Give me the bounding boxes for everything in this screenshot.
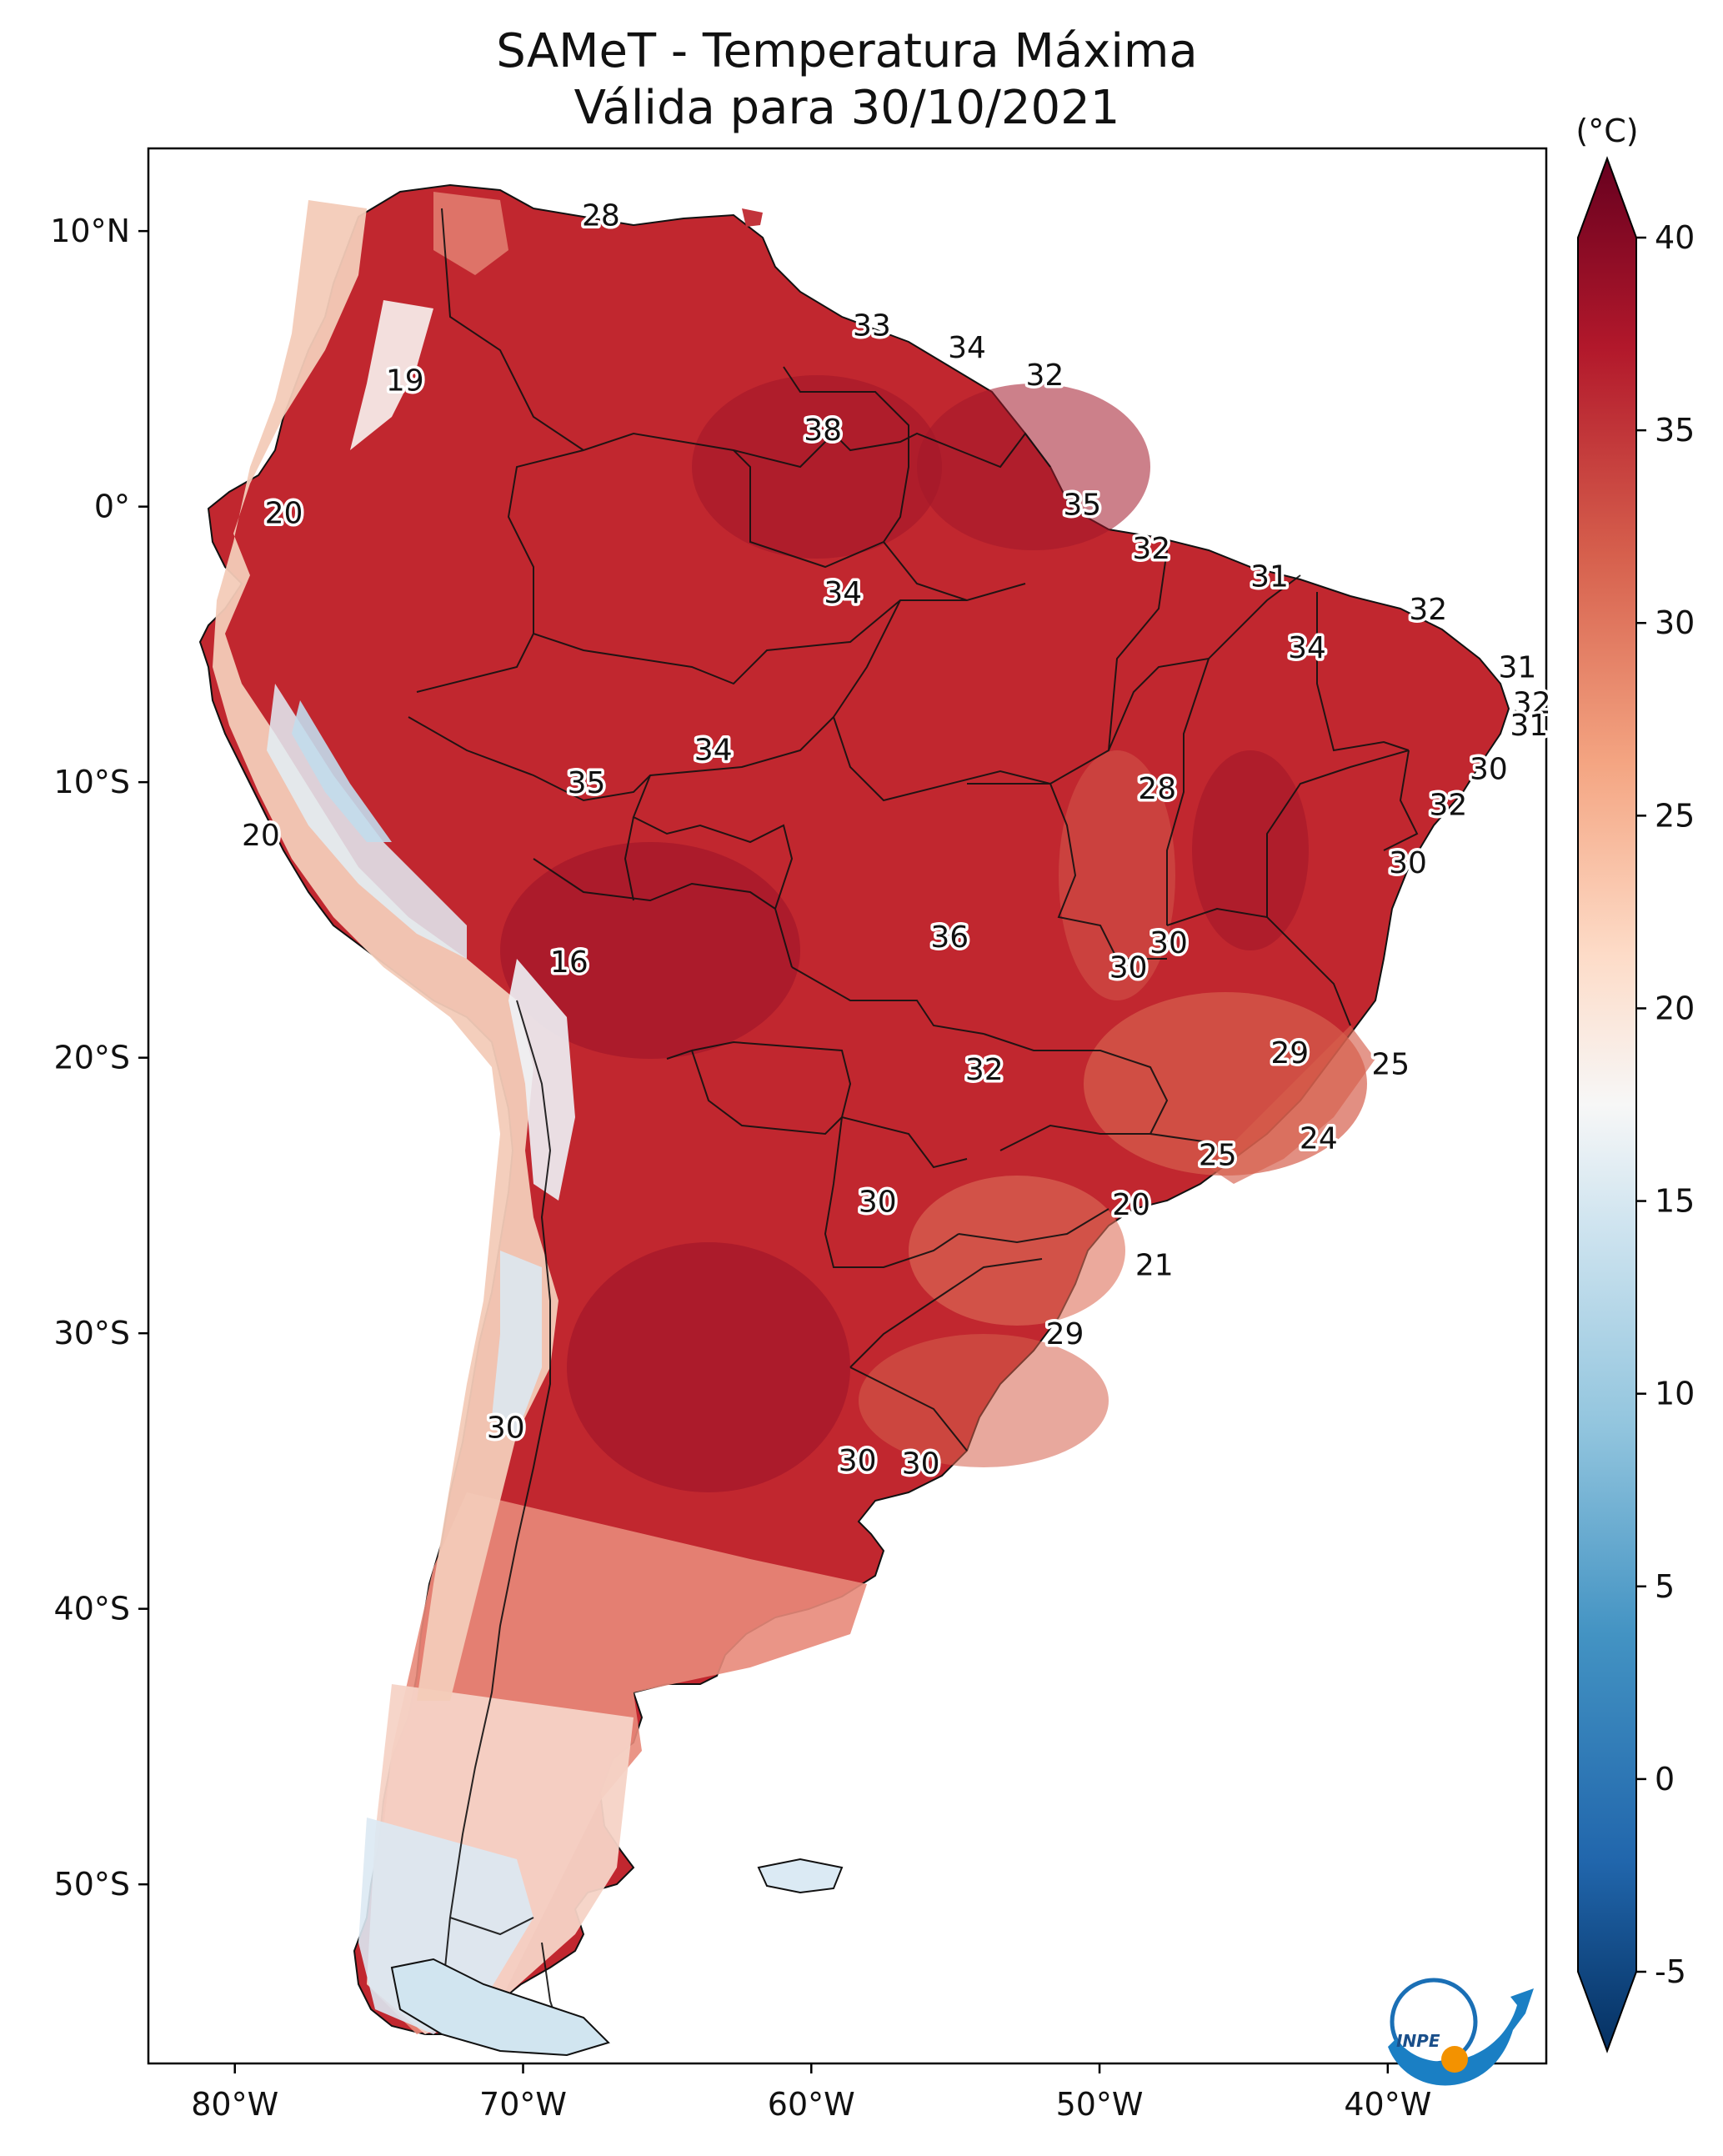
station-value: 32 xyxy=(1430,789,1468,823)
station-value: 30 xyxy=(1109,951,1148,985)
colorbar-tick-label: 0 xyxy=(1655,1761,1675,1798)
colorbar-tick-label: 30 xyxy=(1655,604,1695,641)
lon-tick-label: 60°W xyxy=(768,2086,855,2123)
station-value: 30 xyxy=(1150,926,1188,960)
logo-sun-icon xyxy=(1441,2046,1468,2073)
station-value: 29 xyxy=(1046,1317,1084,1351)
station-value: 32 xyxy=(1513,686,1551,720)
colorbar: (°C) 40 35 30 25 20 15 10 5 0 -5 xyxy=(1575,113,1695,2053)
station-value: 28 xyxy=(582,198,620,233)
lat-tick-label: 50°S xyxy=(54,1866,130,1903)
lat-tick-label: 40°S xyxy=(54,1591,130,1627)
station-value: 32 xyxy=(965,1053,1004,1087)
lat-tick-label: 30°S xyxy=(54,1315,130,1351)
colorbar-tick-label: 15 xyxy=(1655,1183,1695,1220)
map-subtitle: Válida para 30/10/2021 xyxy=(574,81,1120,135)
station-value: 16 xyxy=(550,945,589,980)
station-value: 35 xyxy=(1063,488,1101,522)
lon-tick-label: 70°W xyxy=(479,2086,567,2123)
lon-tick-label: 80°W xyxy=(191,2086,278,2123)
station-value: 38 xyxy=(804,414,842,448)
station-value: 32 xyxy=(1409,593,1447,627)
station-value: 34 xyxy=(1288,631,1326,665)
political-borders xyxy=(408,208,1419,2027)
station-value: 34 xyxy=(694,733,733,767)
inpe-logo: INPE xyxy=(1388,1978,1534,2086)
station-value: 35 xyxy=(568,766,606,800)
longitude-axis: 80°W 70°W 60°W 50°W 40°W xyxy=(191,2063,1431,2123)
station-value: 31 xyxy=(1510,709,1548,743)
station-value: 30 xyxy=(1389,846,1427,880)
station-value: 28 xyxy=(1138,772,1176,806)
station-value: 24 xyxy=(1300,1122,1338,1156)
lat-tick-label: 0° xyxy=(94,489,130,525)
station-value: 34 xyxy=(948,331,986,365)
colorbar-tick-label: 5 xyxy=(1655,1568,1675,1605)
temperature-field xyxy=(148,148,1546,2063)
lon-tick-label: 40°W xyxy=(1344,2086,1431,2123)
logo-arc-icon xyxy=(1388,1988,1534,2086)
station-value: 31 xyxy=(1499,650,1537,684)
station-value: 20 xyxy=(1112,1188,1150,1222)
station-value: 21 xyxy=(1135,1249,1174,1283)
station-value: 30 xyxy=(902,1447,940,1482)
logo-text: INPE xyxy=(1396,2031,1440,2051)
lat-tick-label: 20°S xyxy=(54,1040,130,1076)
latitude-axis: 10°N 0° 10°S 20°S 30°S 40°S 50°S xyxy=(50,213,148,1903)
station-value: 31 xyxy=(1250,559,1289,594)
station-value: 20 xyxy=(242,819,280,853)
colorbar-tick-label: -5 xyxy=(1655,1953,1686,1990)
station-value: 32 xyxy=(1132,532,1170,566)
colorbar-tick-label: 20 xyxy=(1655,990,1695,1026)
colorbar-ticks: 40 35 30 25 20 15 10 5 0 -5 xyxy=(1636,219,1695,1990)
lon-tick-label: 50°W xyxy=(1056,2086,1144,2123)
station-value: 19 xyxy=(386,364,424,399)
lat-tick-label: 10°S xyxy=(54,764,130,800)
station-value: 30 xyxy=(859,1186,897,1220)
colorbar-tick-label: 10 xyxy=(1655,1376,1695,1412)
station-value: 30 xyxy=(487,1411,525,1446)
station-value: 29 xyxy=(1270,1036,1309,1070)
colorbar-unit-label: (°C) xyxy=(1575,113,1638,149)
station-value: 33 xyxy=(853,309,891,343)
station-value: 20 xyxy=(265,496,303,530)
station-value: 32 xyxy=(1025,358,1064,393)
station-value: 30 xyxy=(1470,753,1508,787)
colorbar-scale xyxy=(1577,156,1637,2053)
lat-tick-label: 10°N xyxy=(50,213,130,249)
colorbar-tick-label: 35 xyxy=(1655,412,1695,449)
station-value: 30 xyxy=(839,1444,877,1478)
station-value: 25 xyxy=(1371,1047,1410,1081)
map-frame xyxy=(147,147,1548,2065)
colorbar-tick-label: 25 xyxy=(1655,797,1695,834)
map-title: SAMeT - Temperatura Máxima xyxy=(496,24,1198,78)
colorbar-tick-label: 40 xyxy=(1655,219,1695,256)
station-value: 34 xyxy=(824,576,862,610)
station-value: 36 xyxy=(930,920,969,955)
station-value: 25 xyxy=(1199,1138,1237,1172)
